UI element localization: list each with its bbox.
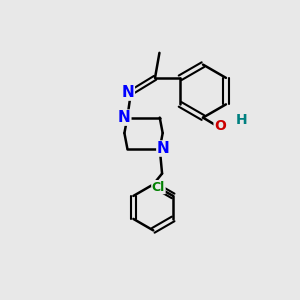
Text: O: O [214,119,226,134]
Text: H: H [236,113,248,127]
Text: Cl: Cl [152,181,165,194]
Text: N: N [122,85,134,100]
Text: N: N [157,141,169,156]
Text: N: N [118,110,131,125]
